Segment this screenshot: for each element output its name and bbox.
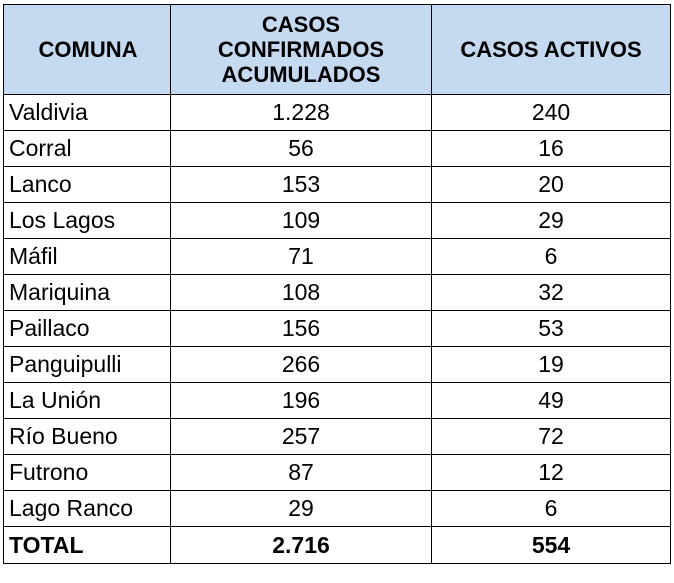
total-confirmados: 2.716	[170, 526, 432, 564]
cell-confirmados: 108	[170, 274, 432, 311]
table-row: Futrono 87 12	[3, 454, 671, 491]
table-row: Corral 56 16	[3, 130, 671, 167]
cell-comuna: Máfil	[3, 238, 171, 275]
cell-activos: 72	[431, 418, 671, 455]
table-body: Valdivia 1.228 240 Corral 56 16 Lanco 153 20 Los …	[3, 94, 671, 527]
table-row: Lanco 153 20	[3, 166, 671, 203]
cell-confirmados: 257	[170, 418, 432, 455]
cell-activos: 16	[431, 130, 671, 167]
cell-confirmados: 29	[170, 490, 432, 527]
cell-confirmados: 56	[170, 130, 432, 167]
cases-table-container: COMUNA CASOS CONFIRMADOS ACUMULADOS CASO…	[3, 4, 671, 564]
table-row: La Unión 196 49	[3, 382, 671, 419]
header-comuna: COMUNA	[3, 4, 171, 95]
cell-activos: 19	[431, 346, 671, 383]
cell-activos: 20	[431, 166, 671, 203]
cell-confirmados: 109	[170, 202, 432, 239]
cell-comuna: La Unión	[3, 382, 171, 419]
header-casos-confirmados: CASOS CONFIRMADOS ACUMULADOS	[170, 4, 432, 95]
header-casos-activos: CASOS ACTIVOS	[431, 4, 671, 95]
cases-table: COMUNA CASOS CONFIRMADOS ACUMULADOS CASO…	[3, 4, 671, 564]
table-row: Río Bueno 257 72	[3, 418, 671, 455]
cell-confirmados: 1.228	[170, 94, 432, 131]
cell-activos: 32	[431, 274, 671, 311]
total-label: TOTAL	[3, 526, 171, 564]
cell-activos: 12	[431, 454, 671, 491]
table-row: Mariquina 108 32	[3, 274, 671, 311]
header-row: COMUNA CASOS CONFIRMADOS ACUMULADOS CASO…	[3, 4, 671, 95]
cell-confirmados: 87	[170, 454, 432, 491]
total-activos: 554	[431, 526, 671, 564]
table-row: Los Lagos 109 29	[3, 202, 671, 239]
table-row: Panguipulli 266 19	[3, 346, 671, 383]
cell-confirmados: 266	[170, 346, 432, 383]
cell-comuna: Río Bueno	[3, 418, 171, 455]
table-row: Valdivia 1.228 240	[3, 94, 671, 131]
header-confirmados-line3: ACUMULADOS	[221, 62, 381, 87]
header-confirmados-line1: CASOS	[261, 12, 341, 37]
header-confirmados-line2: CONFIRMADOS	[217, 37, 385, 62]
cell-confirmados: 196	[170, 382, 432, 419]
cell-comuna: Valdivia	[3, 94, 171, 131]
cell-comuna: Paillaco	[3, 310, 171, 347]
cell-activos: 29	[431, 202, 671, 239]
table-row: Máfil 71 6	[3, 238, 671, 275]
table-footer: TOTAL 2.716 554	[3, 526, 671, 564]
cell-confirmados: 156	[170, 310, 432, 347]
cell-activos: 240	[431, 94, 671, 131]
cell-comuna: Futrono	[3, 454, 171, 491]
cell-comuna: Lago Ranco	[3, 490, 171, 527]
cell-comuna: Corral	[3, 130, 171, 167]
cell-comuna: Mariquina	[3, 274, 171, 311]
table-row: Paillaco 156 53	[3, 310, 671, 347]
cell-comuna: Panguipulli	[3, 346, 171, 383]
cell-confirmados: 71	[170, 238, 432, 275]
cell-comuna: Los Lagos	[3, 202, 171, 239]
cell-activos: 6	[431, 238, 671, 275]
table-header: COMUNA CASOS CONFIRMADOS ACUMULADOS CASO…	[3, 4, 671, 95]
total-row: TOTAL 2.716 554	[3, 526, 671, 564]
cell-activos: 6	[431, 490, 671, 527]
cell-activos: 49	[431, 382, 671, 419]
cell-activos: 53	[431, 310, 671, 347]
cell-confirmados: 153	[170, 166, 432, 203]
table-row: Lago Ranco 29 6	[3, 490, 671, 527]
cell-comuna: Lanco	[3, 166, 171, 203]
